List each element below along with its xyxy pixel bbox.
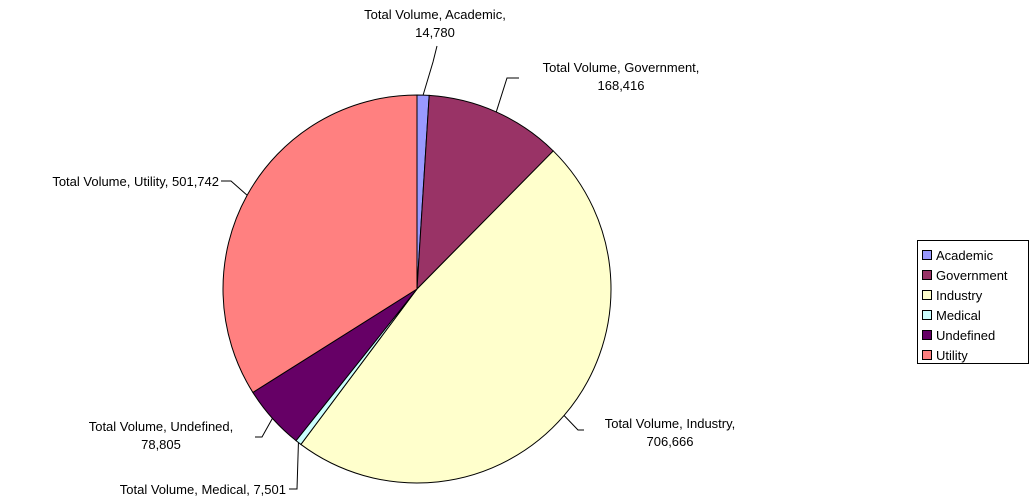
data-label-undefined-line-2: 78,805 <box>141 437 181 452</box>
legend-label-utility: Utility <box>936 347 968 363</box>
legend-label-medical: Medical <box>936 307 981 323</box>
legend-label-government: Government <box>936 267 1008 283</box>
data-label-utility-line-1: Total Volume, Utility, 501,742 <box>52 174 219 189</box>
chart-legend: Academic Government Industry Medical Und… <box>917 240 1029 364</box>
legend-item-utility: Utility <box>922 345 1028 365</box>
legend-label-academic: Academic <box>936 247 994 263</box>
data-label-academic-line-1: Total Volume, Academic, <box>364 7 506 22</box>
data-label-industry-line-1: Total Volume, Industry, <box>605 416 736 431</box>
data-label-industry-line-2: 706,666 <box>647 434 694 449</box>
leader-line-industry <box>563 415 584 431</box>
leader-line-government <box>495 77 519 113</box>
legend-swatch-academic <box>922 250 932 260</box>
data-label-government-line-1: Total Volume, Government, <box>543 60 700 75</box>
legend-swatch-utility <box>922 350 932 360</box>
legend-swatch-industry <box>922 290 932 300</box>
legend-label-industry: Industry <box>936 287 983 303</box>
data-label-medical-line-1: Total Volume, Medical, 7,501 <box>120 482 286 497</box>
legend-label-undefined: Undefined <box>936 327 996 343</box>
leader-line-utility <box>221 180 248 196</box>
pie-slice-utility <box>222 94 418 394</box>
legend-item-medical: Medical <box>922 305 1028 325</box>
leader-line-undefined <box>255 418 273 438</box>
legend-item-academic: Academic <box>922 245 1028 265</box>
legend-item-undefined: Undefined <box>922 325 1028 345</box>
data-label-government-line-2: 168,416 <box>598 78 645 93</box>
legend-item-government: Government <box>922 265 1028 285</box>
legend-swatch-undefined <box>922 330 932 340</box>
legend-swatch-medical <box>922 310 932 320</box>
pie-slice-government <box>416 94 554 291</box>
data-label-undefined-line-1: Total Volume, Undefined, <box>89 419 234 434</box>
pie-slice-industry <box>300 150 612 484</box>
data-label-academic-line-2: 14,780 <box>415 25 455 40</box>
leader-line-medical <box>289 442 299 490</box>
legend-item-industry: Industry <box>922 285 1028 305</box>
legend-swatch-government <box>922 270 932 280</box>
leader-line-academic <box>422 45 438 96</box>
